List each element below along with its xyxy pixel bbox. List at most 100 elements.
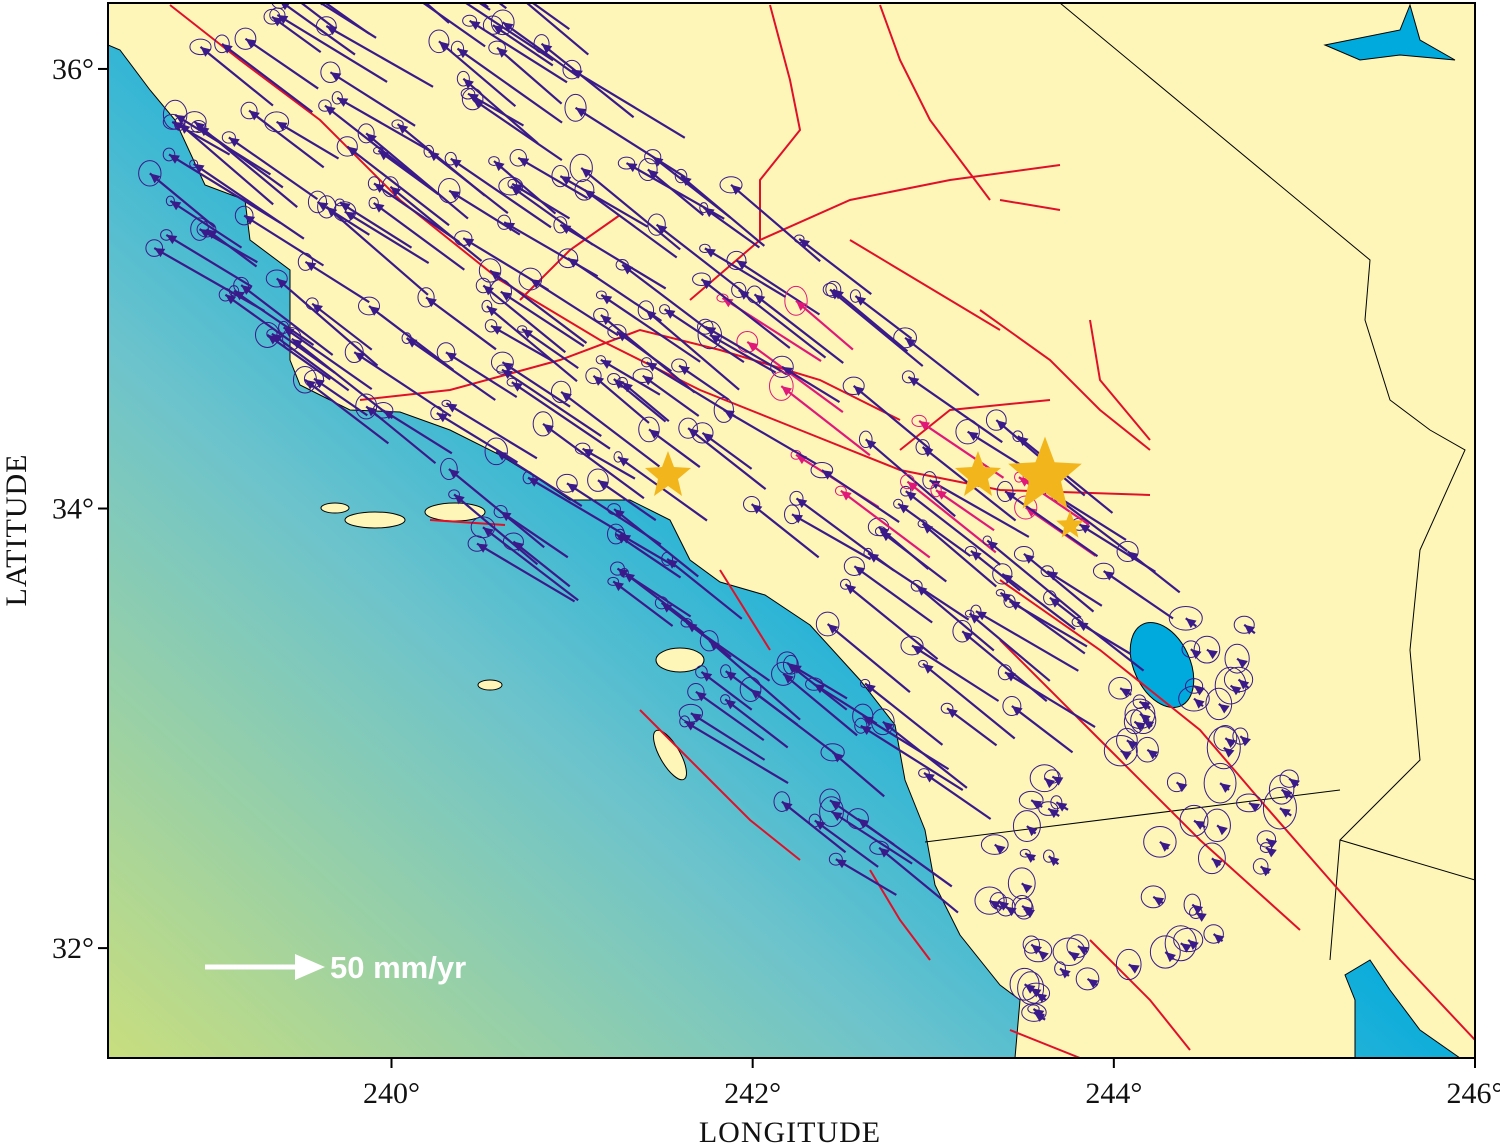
arrowhead — [436, 413, 448, 423]
arrowhead — [878, 526, 890, 537]
velocity-arrow — [814, 819, 879, 868]
velocity-arrow — [336, 96, 430, 152]
error-ellipse — [922, 471, 937, 490]
arrowhead — [736, 260, 748, 270]
error-ellipse — [450, 40, 465, 57]
velocity-arrow — [655, 223, 749, 297]
velocity-arrow — [490, 324, 557, 364]
velocity-arrow — [781, 800, 847, 854]
arrowhead — [502, 22, 514, 32]
arrowhead — [814, 820, 826, 831]
arrowhead — [1033, 1008, 1045, 1019]
error-ellipse — [1116, 540, 1139, 563]
x-tick-label: 242° — [724, 1077, 781, 1110]
velocity-arrow — [353, 351, 452, 418]
error-ellipse — [789, 490, 804, 506]
error-ellipse — [189, 159, 199, 169]
velocity-arrow — [738, 289, 827, 359]
velocity-arrow — [560, 391, 661, 468]
arrowhead — [1047, 571, 1059, 581]
error-ellipse — [428, 29, 450, 54]
arrowhead — [1038, 950, 1049, 961]
error-ellipse — [271, 3, 288, 9]
arrowhead — [1206, 649, 1218, 660]
velocity-arrow — [854, 295, 913, 340]
error-ellipse — [456, 70, 470, 87]
error-ellipse — [819, 796, 844, 828]
velocity-arrow — [486, 305, 578, 383]
arrowhead — [1023, 908, 1035, 918]
velocity-arrow — [276, 277, 379, 367]
error-ellipse — [1012, 810, 1041, 842]
error-ellipse — [1140, 885, 1166, 909]
error-ellipse — [617, 156, 636, 170]
velocity-arrow — [153, 247, 265, 312]
velocity-arrow — [346, 145, 450, 227]
velocity-arrow — [616, 330, 672, 373]
arrowhead — [905, 337, 916, 348]
velocity-arrow — [168, 153, 282, 224]
velocity-arrow — [911, 644, 1000, 702]
error-ellipse — [771, 661, 796, 686]
velocity-arrow — [169, 199, 243, 249]
error-ellipse — [770, 355, 794, 378]
error-ellipse — [615, 259, 629, 271]
velocity-arrow — [621, 263, 712, 333]
error-ellipse — [742, 496, 761, 513]
error-ellipse — [692, 272, 711, 287]
error-ellipse — [461, 87, 484, 111]
velocity-arrow — [597, 479, 657, 522]
error-ellipse — [637, 300, 655, 320]
velocity-arrow — [178, 122, 274, 206]
velocity-vectors — [138, 3, 1300, 1022]
error-ellipse — [1018, 790, 1044, 810]
arrowhead — [1153, 896, 1165, 907]
x-axis-label: LONGITUDE — [699, 1116, 881, 1148]
arrowhead — [500, 291, 512, 302]
arrowhead — [454, 494, 465, 505]
error-ellipse — [687, 682, 705, 701]
arrowhead — [613, 581, 624, 592]
velocity-arrow — [566, 482, 662, 546]
velocity-arrow — [1076, 621, 1132, 655]
error-ellipse — [1262, 787, 1297, 830]
velocity-arrow — [527, 476, 627, 537]
velocity-arrow — [462, 77, 539, 145]
velocity-arrow — [450, 157, 552, 229]
velocity-arrow — [233, 289, 315, 346]
velocity-arrow — [735, 259, 821, 316]
arrowhead — [796, 498, 808, 509]
arrowhead — [1218, 703, 1230, 714]
y-axis-label: LATITUDE — [0, 454, 33, 607]
error-ellipse — [1224, 643, 1250, 674]
y-tick-label: 32° — [52, 932, 94, 965]
error-ellipse — [484, 437, 508, 466]
velocity-arrow — [704, 325, 788, 376]
velocity-arrow — [248, 109, 325, 169]
arrowhead — [600, 359, 612, 369]
error-ellipse — [1029, 764, 1060, 793]
error-ellipse — [1042, 849, 1055, 863]
velocity-arrow — [690, 712, 766, 761]
arrowhead — [1049, 597, 1061, 608]
arrowhead — [1009, 601, 1021, 611]
error-ellipse — [587, 468, 609, 492]
error-ellipse — [162, 99, 188, 130]
error-ellipse — [720, 694, 731, 705]
error-ellipse — [980, 834, 1009, 855]
arrowhead — [291, 338, 303, 349]
arrowhead — [1026, 826, 1038, 837]
velocity-arrow — [907, 375, 1003, 444]
arrowhead — [169, 154, 180, 164]
arrowhead — [1103, 571, 1115, 581]
error-ellipse — [391, 119, 404, 129]
error-ellipse — [1013, 545, 1034, 562]
error-ellipse — [1019, 848, 1031, 858]
land — [108, 3, 1475, 1058]
error-ellipse — [488, 40, 506, 55]
error-ellipse — [595, 355, 606, 365]
arrowhead — [919, 420, 931, 431]
arrowhead — [280, 3, 291, 11]
error-ellipse — [467, 535, 487, 552]
arrowhead — [1176, 782, 1188, 793]
